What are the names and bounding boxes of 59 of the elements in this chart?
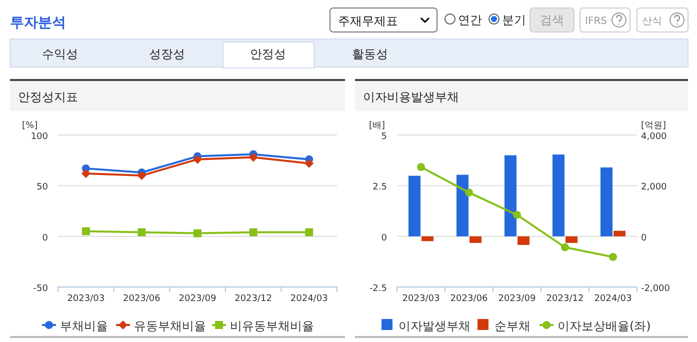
x-tick-label: 2023/09 [498,294,536,304]
point [465,188,473,197]
point [248,152,258,162]
point [609,253,617,262]
point [137,171,146,180]
y-tick-label: -2.5 [369,284,387,294]
y2-tick-label: -2,000 [641,284,670,294]
page-controls: 투자분석 주재무제표 연간 분기 검색 IFRS 산식 수익성 성장성 안정성 활동성 [10,8,688,68]
bar [600,167,612,236]
y-tick-label: 50 [36,182,48,193]
y-axis-title: [배] [369,121,386,131]
bar [470,236,482,243]
legend-label: 순부채 [494,319,530,333]
x-tick-label: 2024/03 [594,294,632,304]
x-tick-label: 2023/06 [450,294,488,304]
x-tick-label: 2023/09 [178,294,216,304]
x-tick-label: 2023/12 [546,294,584,304]
y-tick-label: 100 [30,132,48,142]
x-tick-label: 2023/03 [402,294,440,304]
chart-title: 이자비용발생부채 [363,90,459,104]
point [193,154,202,164]
point [138,228,146,236]
x-tick-label: 2023/03 [67,294,105,304]
bar [504,155,516,236]
y-tick-label: 5 [381,132,387,142]
legend-label: 이자보상배율(좌) [558,319,651,333]
point [417,163,425,172]
point [305,228,314,236]
y-tick-label: 2.5 [372,182,387,193]
legend-label: 비유동부채비율 [230,319,314,333]
bar [518,236,530,245]
legend-label: 유동부채비율 [134,319,206,333]
bar [552,154,564,236]
bar [408,176,420,236]
y-tick-label: -50 [33,284,48,294]
point [82,227,90,236]
point [249,228,258,236]
bar [456,174,468,236]
point [304,158,314,168]
y-axis-title: [%] [22,121,38,131]
point [561,243,569,252]
point [81,169,90,178]
y-tick-label: 0 [42,233,48,244]
point [194,229,202,238]
legend-label: 부채비율 [60,319,108,333]
chart-title: 안정성지표 [18,90,78,104]
point [513,210,521,219]
x-tick-label: 2023/12 [234,294,272,304]
x-tick-label: 2024/03 [290,294,328,304]
bar [566,236,578,243]
bar [422,236,434,242]
y2-tick-label: 4,000 [641,132,668,142]
y2-tick-label: 2,000 [641,182,668,193]
legend-label: 이자발생부채 [398,319,470,333]
y-tick-label: 0 [381,233,388,244]
y2-tick-label: 0 [641,233,647,244]
bar [614,230,626,236]
y2-axis-title: [억원] [641,121,666,131]
x-tick-label: 2023/06 [123,294,161,304]
